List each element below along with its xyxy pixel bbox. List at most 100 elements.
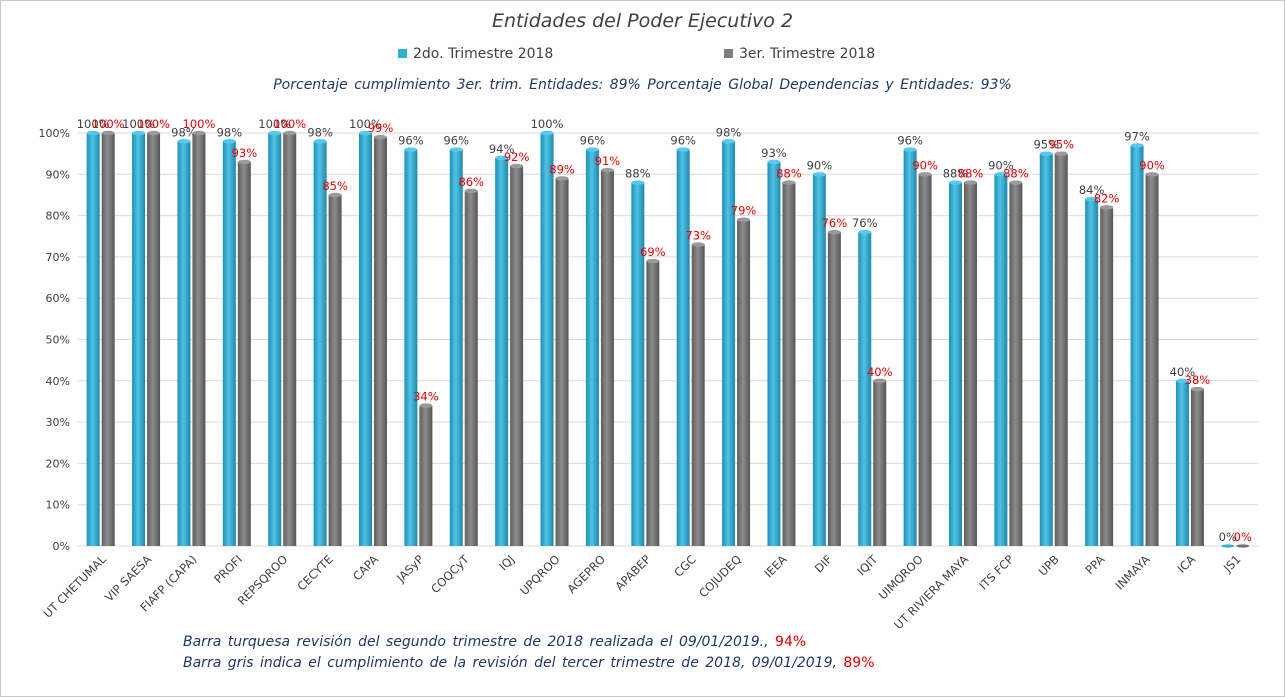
data-label: 100% bbox=[531, 117, 564, 131]
data-label: 90% bbox=[807, 158, 833, 172]
data-label: 100% bbox=[183, 117, 216, 131]
bar bbox=[737, 219, 751, 547]
bar bbox=[540, 133, 554, 546]
data-label: 100% bbox=[77, 117, 110, 131]
note-line-1-pct: 94% bbox=[775, 634, 807, 650]
data-label: 95% bbox=[1048, 138, 1074, 152]
bar bbox=[1085, 199, 1099, 546]
data-label: 90% bbox=[988, 158, 1014, 172]
x-tick-label: IQIT bbox=[854, 552, 881, 579]
x-tick-label: COJUDEQ bbox=[696, 552, 744, 600]
bar bbox=[237, 161, 251, 546]
y-tick-label: 30% bbox=[46, 416, 70, 429]
bar bbox=[676, 149, 690, 546]
data-label: 96% bbox=[897, 134, 923, 148]
bar-cap bbox=[540, 130, 554, 136]
bar-cap bbox=[691, 242, 705, 247]
data-label: 100% bbox=[349, 117, 382, 131]
bar-cap bbox=[585, 147, 599, 152]
chart-title: Entidades del Poder Ejecutivo 2 bbox=[491, 10, 794, 32]
y-tick-label: 10% bbox=[46, 499, 70, 512]
x-tick-label: DIF bbox=[812, 552, 835, 575]
data-label: 88% bbox=[958, 167, 984, 181]
x-tick-label: AGEPRO bbox=[564, 552, 608, 596]
data-label: 98% bbox=[217, 125, 243, 139]
y-tick-label: 90% bbox=[46, 168, 70, 181]
bar bbox=[873, 380, 887, 546]
x-tick-label: UPB bbox=[1036, 552, 1062, 578]
data-label: 92% bbox=[504, 150, 530, 164]
bar bbox=[555, 178, 569, 546]
data-label: 0% bbox=[1234, 530, 1252, 544]
data-label: 38% bbox=[1185, 373, 1211, 387]
bar-cap bbox=[722, 139, 736, 144]
bar bbox=[283, 133, 297, 546]
bar bbox=[782, 182, 796, 546]
data-label: 0% bbox=[1219, 530, 1237, 544]
data-label: 40% bbox=[1170, 365, 1196, 379]
bar bbox=[631, 182, 645, 546]
bar-cap bbox=[949, 180, 962, 185]
bar bbox=[949, 182, 962, 546]
data-label: 93% bbox=[232, 146, 258, 160]
bar-cap bbox=[359, 130, 372, 136]
bar-cap bbox=[1039, 151, 1053, 156]
bar bbox=[495, 157, 509, 546]
bar bbox=[1130, 145, 1144, 546]
data-label: 88% bbox=[625, 167, 651, 181]
bar-cap bbox=[1085, 196, 1099, 202]
y-tick-label: 20% bbox=[46, 457, 70, 470]
bar bbox=[374, 137, 387, 546]
bar-cap bbox=[404, 147, 418, 152]
bar bbox=[222, 141, 236, 546]
bar bbox=[1236, 544, 1250, 548]
data-label: 88% bbox=[943, 167, 969, 181]
legend-label-3er: 3er. Trimestre 2018 bbox=[739, 46, 876, 62]
bar-cap bbox=[964, 180, 977, 185]
y-tick-label: 50% bbox=[46, 334, 70, 347]
bar bbox=[1190, 389, 1204, 546]
bar-cap bbox=[1100, 205, 1114, 210]
bar-cap bbox=[1190, 386, 1204, 392]
note-line-1-text: Barra turquesa revisión del segundo trim… bbox=[183, 634, 769, 650]
bar-cap bbox=[510, 163, 524, 169]
data-label: 99% bbox=[368, 121, 394, 135]
bar-cap bbox=[676, 147, 690, 152]
bar bbox=[1039, 153, 1053, 546]
bar-cap bbox=[495, 155, 509, 160]
bar-cap bbox=[631, 180, 645, 185]
legend-item-2do: 2do. Trimestre 2018 bbox=[398, 46, 553, 62]
data-label: 96% bbox=[398, 134, 424, 148]
bar-cap bbox=[283, 130, 297, 136]
data-label: 84% bbox=[1079, 183, 1105, 197]
bar-cap bbox=[827, 229, 841, 235]
bar-cap bbox=[1175, 378, 1189, 383]
data-label: 88% bbox=[776, 167, 802, 181]
bar bbox=[1009, 182, 1023, 546]
bar-cap bbox=[132, 130, 146, 136]
bar-cap bbox=[222, 139, 236, 144]
data-label: 34% bbox=[413, 390, 439, 404]
data-label: 91% bbox=[595, 154, 621, 168]
bar-cap bbox=[555, 176, 569, 181]
bar-cap bbox=[767, 159, 781, 165]
bar bbox=[1100, 207, 1114, 546]
bar bbox=[510, 166, 524, 547]
bar bbox=[147, 133, 161, 546]
bar-cap bbox=[903, 147, 917, 152]
bar bbox=[177, 141, 191, 546]
y-tick-label: 100% bbox=[39, 127, 70, 140]
bar bbox=[812, 174, 826, 547]
note-line-2-text: Barra gris indica el cumplimiento de la … bbox=[183, 655, 837, 671]
data-label: 98% bbox=[171, 125, 197, 139]
bar-cap bbox=[1009, 180, 1023, 185]
data-label: 79% bbox=[731, 204, 757, 218]
bar-cap bbox=[918, 172, 932, 177]
x-tick-label: CGC bbox=[671, 552, 699, 580]
bar bbox=[101, 133, 115, 546]
bar-cap bbox=[646, 258, 660, 264]
data-label: 90% bbox=[912, 158, 938, 172]
legend-item-3er: 3er. Trimestre 2018 bbox=[724, 46, 875, 62]
data-label: 96% bbox=[580, 134, 606, 148]
data-label: 86% bbox=[458, 175, 484, 189]
